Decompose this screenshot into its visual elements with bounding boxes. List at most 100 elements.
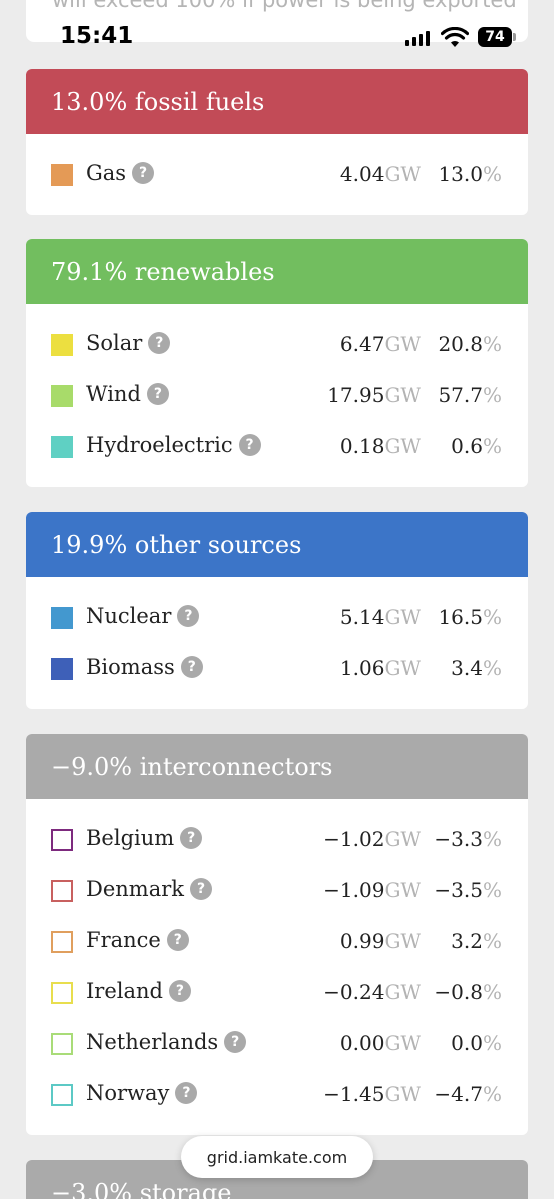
battery-level: 74 xyxy=(485,29,505,45)
card-header: −9.0% interconnectors xyxy=(26,734,528,799)
share-value: −3.3% xyxy=(434,827,502,851)
help-icon[interactable]: ? xyxy=(180,827,203,849)
help-icon[interactable]: ? xyxy=(190,878,212,900)
share-number: 3.2 xyxy=(451,929,483,953)
card-header: −3.0% storage xyxy=(26,1160,528,1199)
share-number: −0.8 xyxy=(434,980,483,1004)
share-number: 0.0 xyxy=(451,1031,483,1055)
source-card: −9.0% interconnectors Belgium? −1.02GW −3.3… xyxy=(26,734,528,1135)
help-icon[interactable]: ? xyxy=(132,162,155,184)
help-icon[interactable]: ? xyxy=(180,656,203,678)
source-name: Biomass xyxy=(86,655,175,679)
source-card: 19.9% other sources Nuclear? 5.14 GW 16.5% Bi… xyxy=(26,512,528,709)
help-icon[interactable]: ? xyxy=(177,605,200,627)
share-number: 20.8 xyxy=(438,332,483,356)
url-text: grid.iamkate.com xyxy=(206,1147,348,1167)
source-label: Norway? xyxy=(86,1081,198,1105)
source-name: Denmark xyxy=(86,877,184,901)
card-header: 19.9% other sources xyxy=(26,512,528,577)
help-icon[interactable]: ? xyxy=(146,383,169,405)
battery-tip xyxy=(513,33,516,41)
help-icon[interactable]: ? xyxy=(238,434,261,456)
power-unit: GW xyxy=(384,980,421,1004)
power-number: −1.02 xyxy=(323,827,385,851)
source-label: Wind? xyxy=(86,382,169,406)
status-time: 15:41 xyxy=(60,23,134,49)
share-value: 20.8% xyxy=(438,332,502,356)
power-number: 4.04 xyxy=(339,162,385,186)
battery-icon: 74 xyxy=(478,27,512,47)
share-number: 13.0 xyxy=(438,162,483,186)
source-row: Nuclear? 5.14GW 16.5% xyxy=(26,592,528,643)
power-unit: GW xyxy=(384,434,421,458)
color-swatch xyxy=(51,658,73,680)
power-unit: GW xyxy=(384,929,421,953)
power-unit: GW xyxy=(384,1082,421,1106)
share-value: 3.2% xyxy=(451,929,502,953)
help-icon[interactable]: ? xyxy=(168,980,191,1002)
share-value: 0.6% xyxy=(451,434,502,458)
power-unit: GW xyxy=(384,162,421,186)
source-row: Denmark? −1.09GW −3.5% xyxy=(26,865,528,916)
source-row: France? 0.99GW 3.2% xyxy=(26,916,528,967)
source-row: Hydroelectric? 0.18GW 0.6% xyxy=(26,421,528,472)
previous-card-text: will exceed 100% if power is being expor… xyxy=(52,0,517,12)
share-value: −0.8% xyxy=(434,980,502,1004)
source-label: Denmark? xyxy=(86,877,212,901)
help-icon[interactable]: ? xyxy=(175,1082,198,1104)
share-unit: % xyxy=(482,1031,502,1055)
source-label: France? xyxy=(86,928,189,952)
source-name: Belgium xyxy=(86,826,175,850)
share-number: 0.6 xyxy=(451,434,483,458)
url-bar[interactable]: grid.iamkate.com xyxy=(181,1136,373,1178)
share-number: 16.5 xyxy=(438,605,483,629)
share-unit: % xyxy=(482,1082,502,1106)
color-swatch xyxy=(51,880,73,902)
share-unit: % xyxy=(482,434,502,458)
signal-icon xyxy=(405,31,430,46)
source-label: Nuclear? xyxy=(86,604,200,628)
power-unit: GW xyxy=(384,332,421,356)
source-label: Belgium? xyxy=(86,826,203,850)
power-value: 0.18GW xyxy=(340,434,421,458)
source-name: Netherlands xyxy=(86,1030,219,1054)
power-unit: GW xyxy=(384,827,421,851)
source-label: Hydroelectric? xyxy=(86,433,261,457)
source-card: 79.1% renewables Solar? 6.47GW 20.8% Wind? 17… xyxy=(26,239,528,487)
power-number: 5.14 xyxy=(339,605,385,629)
power-value: −0.24GW xyxy=(323,980,421,1004)
help-icon[interactable]: ? xyxy=(148,332,171,354)
power-unit: GW xyxy=(384,656,421,680)
source-name: Gas xyxy=(86,161,127,185)
share-value: 13.0% xyxy=(438,162,502,186)
power-number: 0.99 xyxy=(339,929,385,953)
share-number: −3.3 xyxy=(434,827,483,851)
power-number: 17.95 xyxy=(327,383,385,407)
share-number: −4.7 xyxy=(434,1082,483,1106)
source-label: Biomass? xyxy=(86,655,203,679)
power-number: −0.24 xyxy=(323,980,385,1004)
card-header: 79.1% renewables xyxy=(26,239,528,304)
power-value: 4.04GW xyxy=(340,162,421,186)
share-value: −3.5% xyxy=(434,878,502,902)
source-name: Hydroelectric xyxy=(86,433,233,457)
color-swatch xyxy=(51,1033,73,1055)
help-icon[interactable]: ? xyxy=(224,1031,247,1053)
source-row: Ireland? −0.24GW −0.8% xyxy=(26,967,528,1018)
source-row: Wind? 17.95GW 57.7% xyxy=(26,370,528,421)
color-swatch xyxy=(51,164,73,186)
source-row: Biomass? 1.06GW 3.4% xyxy=(26,643,528,694)
power-value: −1.45GW xyxy=(323,1082,421,1106)
source-name: France xyxy=(86,928,161,952)
power-unit: GW xyxy=(384,1031,421,1055)
power-value: 1.06GW xyxy=(340,656,421,680)
share-number: 57.7 xyxy=(438,383,483,407)
share-unit: % xyxy=(482,878,502,902)
color-swatch xyxy=(51,829,73,851)
share-unit: % xyxy=(482,656,502,680)
power-number: 0.18 xyxy=(339,434,385,458)
help-icon[interactable]: ? xyxy=(166,929,189,951)
share-unit: % xyxy=(482,383,502,407)
power-number: 0.00 xyxy=(339,1031,385,1055)
source-name: Solar xyxy=(86,331,143,355)
